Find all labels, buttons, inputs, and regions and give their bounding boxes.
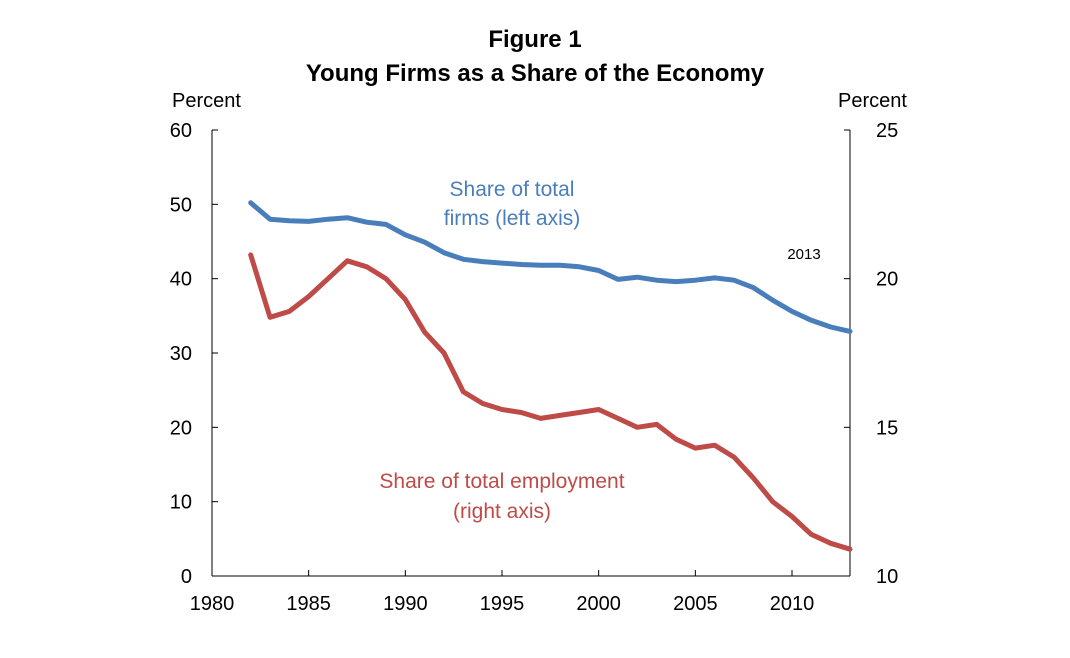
- employment-series-label-line2: (right axis): [453, 500, 551, 523]
- right-y-tick-label: 20: [876, 269, 898, 291]
- series-layer: [248, 200, 853, 552]
- left-y-tick-label: 20: [170, 417, 192, 439]
- right-y-tick-label: 25: [876, 120, 898, 142]
- left-y-tick-label: 10: [170, 492, 192, 514]
- x-tick-label: 1995: [480, 593, 525, 615]
- chart-title: Figure 1: [488, 26, 582, 53]
- left-y-tick-label: 0: [181, 566, 192, 588]
- chart-subtitle: Young Firms as a Share of the Economy: [305, 60, 765, 87]
- x-tick-label: 1980: [190, 593, 235, 615]
- x-tick-label: 2000: [576, 593, 621, 615]
- left-y-tick-label: 30: [170, 343, 192, 365]
- left-y-tick-label: 60: [170, 120, 192, 142]
- left-y-tick-label: 50: [170, 194, 192, 216]
- axes: 0 10 20 30 40 50 60 10 15 20 25 1980 1985 1990 1995 200…: [170, 120, 899, 615]
- firms-share-series-line: [248, 200, 853, 334]
- year-annotation: 2013: [787, 246, 820, 263]
- right-axis-unit-label: Percent: [838, 90, 907, 112]
- left-axis-unit-label: Percent: [172, 90, 241, 112]
- right-y-tick-label: 15: [876, 417, 898, 439]
- right-y-tick-label: 10: [876, 566, 898, 588]
- x-tick-label: 1985: [286, 593, 331, 615]
- x-tick-label: 1990: [383, 593, 428, 615]
- x-tick-label: 2005: [673, 593, 718, 615]
- left-y-tick-label: 40: [170, 269, 192, 291]
- firms-series-label-line2: firms (left axis): [444, 207, 581, 230]
- employment-series-label-line1: Share of total employment: [379, 470, 624, 493]
- firms-series-label-line1: Share of total: [450, 178, 575, 201]
- x-tick-label: 2010: [770, 593, 815, 615]
- employment-share-series-line: [248, 252, 853, 552]
